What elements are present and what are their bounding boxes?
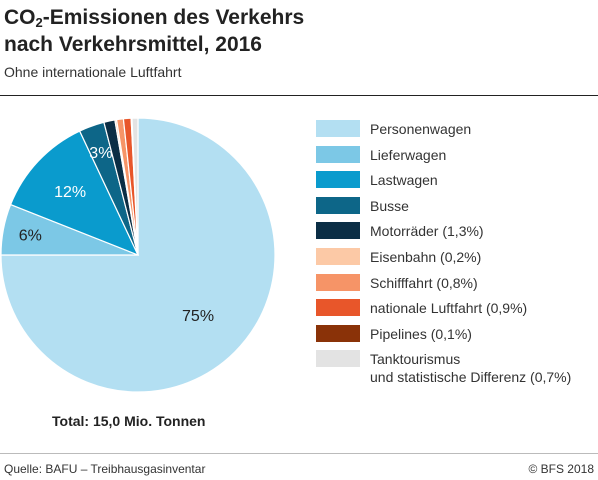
legend-item: nationale Luftfahrt (0,9%): [316, 297, 598, 317]
copyright-note: © BFS 2018: [528, 462, 594, 476]
legend-swatch: [316, 248, 360, 265]
legend-item: Personenwagen: [316, 118, 598, 138]
chart-subtitle: Ohne internationale Luftfahrt: [4, 64, 182, 80]
legend-swatch: [316, 324, 360, 342]
pie-slice: [9, 130, 140, 257]
pie-slice: [131, 117, 139, 256]
legend-item: Tanktourismus und statistische Differenz…: [316, 348, 598, 385]
legend-item: Lastwagen: [316, 169, 598, 189]
legend-label: Lieferwagen: [370, 146, 447, 163]
source-note: Quelle: BAFU – Treibhausgasinventar: [4, 462, 206, 476]
legend-label: Pipelines (0,1%): [370, 325, 472, 342]
legend-label: Schifffahrt (0,8%): [370, 274, 478, 291]
pie-chart: 75% 6% 12% 3%: [0, 117, 276, 393]
title-line1-rest: -Emissionen des Verkehrs: [42, 6, 305, 29]
pie-slice: [0, 117, 276, 393]
slice-data-label: 6%: [19, 227, 42, 244]
legend-swatch: [316, 350, 360, 368]
title-line2: nach Verkehrsmittel, 2016: [4, 33, 262, 56]
legend-swatch: [316, 145, 360, 163]
legend-label: Eisenbahn (0,2%): [370, 249, 482, 265]
legend-label: Motorräder (1,3%): [370, 223, 484, 240]
title-prefix: CO: [4, 6, 36, 29]
legend-swatch: [316, 196, 360, 214]
legend-item: Busse: [316, 195, 598, 215]
chart-title: CO2-Emissionen des Verkehrs nach Verkehr…: [4, 4, 564, 58]
slice-data-label: 3%: [89, 145, 112, 162]
legend-swatch: [316, 273, 360, 291]
legend-swatch: [316, 222, 360, 240]
legend-item: Lieferwagen: [316, 144, 598, 164]
bottom-divider: [0, 453, 598, 454]
total-label: Total: 15,0 Mio. Tonnen: [52, 413, 206, 429]
title-subscript: 2: [35, 15, 43, 30]
legend-swatch: [316, 171, 360, 189]
slice-data-label: 12%: [54, 184, 86, 201]
legend-swatch: [316, 120, 360, 137]
legend-label: Busse: [370, 197, 409, 214]
legend-label: Personenwagen: [370, 121, 472, 137]
legend-swatch: [316, 299, 360, 317]
legend-item: Eisenbahn (0,2%): [316, 246, 598, 266]
top-divider: [0, 95, 598, 96]
legend-label: Lastwagen: [370, 172, 438, 189]
legend-label: Tanktourismus und statistische Differenz…: [370, 351, 572, 386]
legend-item: Schifffahrt (0,8%): [316, 272, 598, 292]
legend-item: Pipelines (0,1%): [316, 323, 598, 343]
legend-label: nationale Luftfahrt (0,9%): [370, 300, 528, 317]
legend-item: Motorräder (1,3%): [316, 220, 598, 240]
slice-data-label: 75%: [182, 308, 214, 325]
